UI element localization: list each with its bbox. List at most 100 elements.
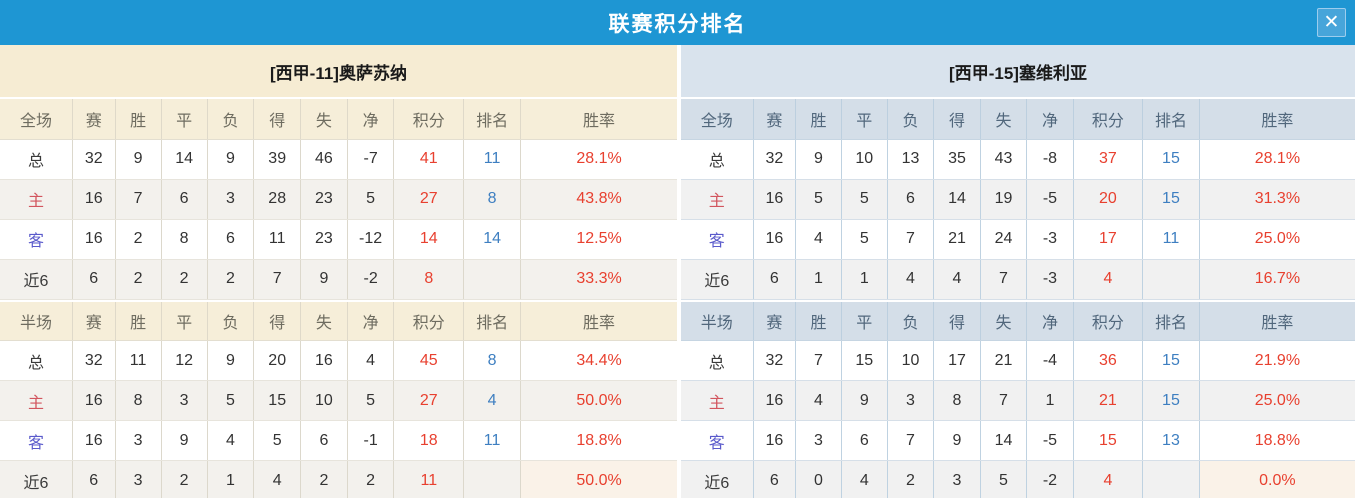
stat-cell: 9 [161,420,208,461]
stat-cell: 2 [115,259,162,300]
column-header: 平 [841,300,888,341]
stats-row-away: 客 16 4 5 7 21 24 -3 17 11 25.0% [681,219,1355,260]
column-header-row: 半场赛胜平负得失净积分 排名 胜率 [681,300,1355,341]
stat-cell: -3 [1026,259,1074,300]
stat-cell: -7 [347,139,395,180]
column-header: 平 [161,99,208,140]
rank-cell [1142,460,1200,498]
stat-cell: 15 [841,340,888,381]
rate-cell: 0.0% [1199,460,1355,498]
column-header-row: 全场赛胜平负得失净积分 排名 胜率 [0,99,677,140]
column-header: 胜率 [1199,300,1355,341]
stat-cell: 16 [300,340,348,381]
stat-cell: 4 [933,259,981,300]
rate-cell: 25.0% [1199,380,1355,421]
close-button[interactable]: ✕ [1317,8,1346,37]
stat-cell: 32 [72,340,116,381]
column-header: 净 [1026,300,1074,341]
stat-cell: 6 [72,259,116,300]
stat-cell: 5 [795,179,842,220]
stat-cell: -2 [1026,460,1074,498]
half-match-table-right: 半场赛胜平负得失净积分 排名 胜率总 32 7 15 10 17 21 -4 36 15 21.9% 主 1… [681,299,1355,498]
panel-sevilla: [西甲-15]塞维利亚 全场赛胜平负得失净积分 排名 胜率总 32 9 10 13 35 43-… [681,45,1355,498]
rank-cell [463,259,522,300]
stat-cell: 1 [841,259,888,300]
stat-cell: 11 [253,219,302,260]
stats-row-recent: 近6 6 2 2 2 7 9 -2 8 33.3% [0,259,677,300]
stat-cell: 4 [347,340,395,381]
row-label: 总 [0,340,73,381]
column-header: 赛 [753,99,797,140]
stat-cell: 2 [115,219,162,260]
rate-cell: 43.8% [520,179,677,220]
team-name-left: [西甲-11]奥萨苏纳 [0,45,677,99]
panel-divider [677,45,681,498]
stat-cell: 2 [347,460,395,498]
scope-header-full: 全场 [0,99,73,140]
stat-cell: 7 [887,420,935,461]
stat-cell: 2 [207,259,255,300]
points-cell: 14 [393,219,465,260]
stat-cell: 3 [207,179,255,220]
stat-cell: 5 [253,420,302,461]
stat-cell: 2 [887,460,935,498]
rank-cell: 15 [1142,340,1200,381]
row-label: 客 [0,420,73,461]
column-header: 负 [207,300,255,341]
stat-cell: 2 [161,259,208,300]
stat-cell: 32 [753,340,797,381]
scope-header-full: 全场 [681,99,754,140]
stat-cell: 10 [887,340,935,381]
stats-row-home: 主 16 7 6 3 28 23 5 27 8 43.8% [0,179,677,220]
column-header: 胜 [115,99,162,140]
stat-cell: 5 [207,380,255,421]
stat-cell: 9 [207,340,255,381]
full-match-table-right: 全场赛胜平负得失净积分 排名 胜率总 32 9 10 13 35 43 -8 37 15 28.1% 主 1… [681,99,1355,300]
team-name-right: [西甲-15]塞维利亚 [681,45,1355,99]
stat-cell: 6 [753,460,797,498]
stat-cell: 16 [753,179,797,220]
column-header: 赛 [72,99,116,140]
stat-cell: 3 [115,460,162,498]
half-match-table-left: 半场赛胜平负得失净积分 排名 胜率总 32 11 12 9 20 16 4 45 8 34.4% 主 16 8… [0,299,677,498]
rate-cell: 18.8% [1199,420,1355,461]
rate-cell: 31.3% [1199,179,1355,220]
row-label: 近6 [681,460,754,498]
stat-cell: 4 [887,259,935,300]
rate-cell: 18.8% [520,420,677,461]
row-label: 主 [681,380,754,421]
column-header-row: 全场赛胜平负得失净积分 排名 胜率 [681,99,1355,140]
column-header: 赛 [753,300,797,341]
stats-row-away: 客 16 2 8 6 11 23 -12 14 14 12.5% [0,219,677,260]
stat-cell: 28 [253,179,302,220]
stat-cell: 17 [933,340,981,381]
stats-row-total: 总 32 7 15 10 17 21 -4 36 15 21.9% [681,340,1355,381]
stat-cell: 21 [933,219,981,260]
stat-cell: 16 [72,380,116,421]
points-cell: 18 [393,420,465,461]
stat-cell: 16 [753,420,797,461]
stat-cell: 35 [933,139,981,180]
stat-cell: 4 [841,460,888,498]
stat-cell: 16 [72,179,116,220]
stat-cell: -2 [347,259,395,300]
rate-cell: 16.7% [1199,259,1355,300]
stats-row-home: 主 16 5 5 6 14 19 -5 20 15 31.3% [681,179,1355,220]
rate-cell: 34.4% [520,340,677,381]
stat-cell: 16 [753,380,797,421]
column-header: 排名 [1142,99,1200,140]
points-cell: 41 [393,139,465,180]
stat-cell: 5 [841,219,888,260]
stats-row-away: 客 16 3 9 4 5 6 -1 18 11 18.8% [0,420,677,461]
rank-cell [1142,259,1200,300]
dialog-title: 联赛积分排名 [608,12,747,36]
points-cell: 27 [393,179,465,220]
stat-cell: 32 [753,139,797,180]
stat-cell: 3 [161,380,208,421]
column-header: 赛 [72,300,116,341]
points-cell: 17 [1073,219,1144,260]
stat-cell: 5 [347,179,395,220]
column-header: 胜率 [520,99,677,140]
stat-cell: 6 [753,259,797,300]
stat-cell: 5 [841,179,888,220]
